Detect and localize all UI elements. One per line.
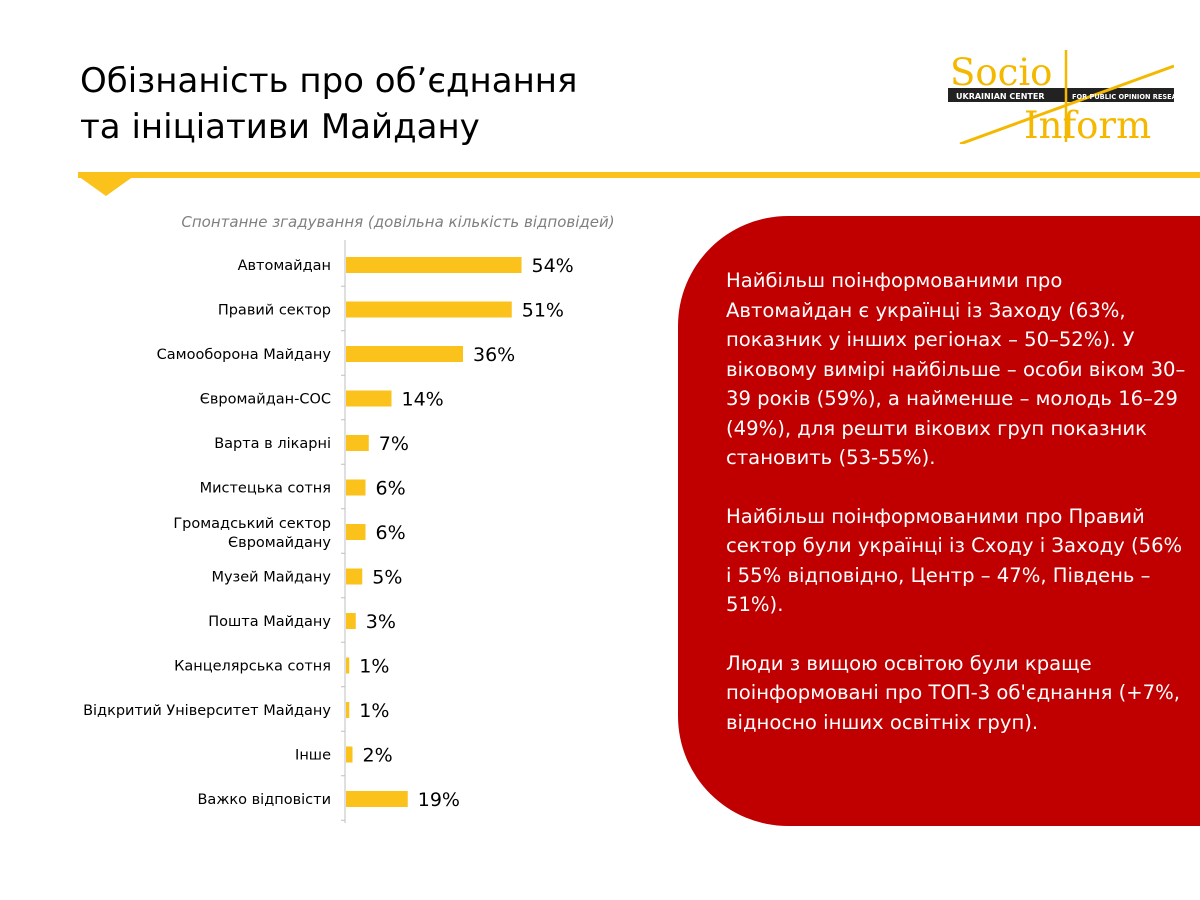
bar (346, 257, 522, 273)
bar (346, 479, 366, 496)
bar (346, 524, 366, 540)
page-title-line-1: Обізнаність про об’єднання (80, 61, 578, 101)
category-label: Музей Майдану (211, 570, 331, 586)
category-label: Правий сектор (218, 303, 331, 319)
bar (346, 390, 392, 407)
chart-bars: 54% Автомайдан 51% Правий сектор 36% Самообор… (83, 255, 574, 821)
logo-band (948, 88, 1174, 102)
logo-band-right: FOR PUBLIC OPINION RESEARCH (1072, 93, 1174, 101)
title-underline-notch (78, 176, 134, 196)
info-paragraph-automaidan: Найбільш поінформованими про Автомайдан … (726, 269, 1186, 469)
bar (346, 613, 356, 629)
category-label: Автомайдан (238, 258, 331, 274)
chart-subtitle: Спонтанне згадування (довільна кількість… (181, 213, 615, 231)
category-label: Варта в лікарні (214, 436, 331, 452)
bar-value-label: 5% (372, 567, 402, 589)
info-paragraph-right-sector: Найбільш поінформованими про Правий сект… (726, 504, 1183, 617)
category-label: Відкритий Університет Майдану (83, 703, 331, 719)
logo-word-socio: Socio (950, 51, 1052, 94)
bar (346, 702, 350, 718)
page-title-line-2: та ініціативи Майдану (80, 107, 480, 147)
page-title: Обізнаність про об’єднання та ініціативи… (80, 58, 577, 150)
logo-word-inform: Inform (1024, 104, 1151, 144)
bar-value-label: 6% (376, 478, 406, 500)
bar (346, 435, 369, 451)
bar-value-label: 51% (522, 300, 564, 322)
title-underline (78, 172, 1200, 178)
info-text: Найбільш поінформованими про Автомайдан … (726, 266, 1186, 766)
bar-value-label: 6% (376, 522, 406, 544)
category-label: Важко відповісти (197, 792, 331, 808)
category-label: Канцелярська сотня (174, 659, 331, 675)
bar (346, 346, 463, 362)
category-label: Пошта Майдану (208, 614, 331, 630)
bar (346, 746, 353, 763)
category-label: Євромайдан-СОС (200, 392, 331, 408)
bar-value-label: 54% (532, 255, 574, 277)
category-label: Інше (295, 748, 331, 764)
info-panel (678, 216, 1200, 826)
bar-value-label: 7% (379, 433, 409, 455)
bar-value-label: 14% (402, 389, 444, 411)
category-label: Мистецька сотня (200, 481, 331, 497)
category-label: Самооборона Майдану (157, 347, 332, 363)
bar-value-label: 1% (359, 656, 389, 678)
category-label: Громадський сектор Євромайдану (173, 516, 331, 551)
bar (346, 301, 512, 318)
socio-inform-logo: Socio UKRAINIAN CENTER FOR PUBLIC OPINIO… (948, 50, 1174, 144)
bar-value-label: 2% (363, 745, 393, 767)
bar-value-label: 19% (418, 789, 460, 811)
bar-value-label: 1% (359, 700, 389, 722)
bar-chart: 54% Автомайдан 51% Правий сектор 36% Самообор… (83, 240, 574, 823)
bar-value-label: 36% (473, 344, 515, 366)
logo-band-left: UKRAINIAN CENTER (956, 92, 1044, 101)
bar (346, 657, 350, 674)
bar-value-label: 3% (366, 611, 396, 633)
info-paragraph-education: Люди з вищою освітою були краще поінформ… (726, 651, 1180, 734)
bar (346, 568, 363, 585)
bar (346, 791, 408, 807)
